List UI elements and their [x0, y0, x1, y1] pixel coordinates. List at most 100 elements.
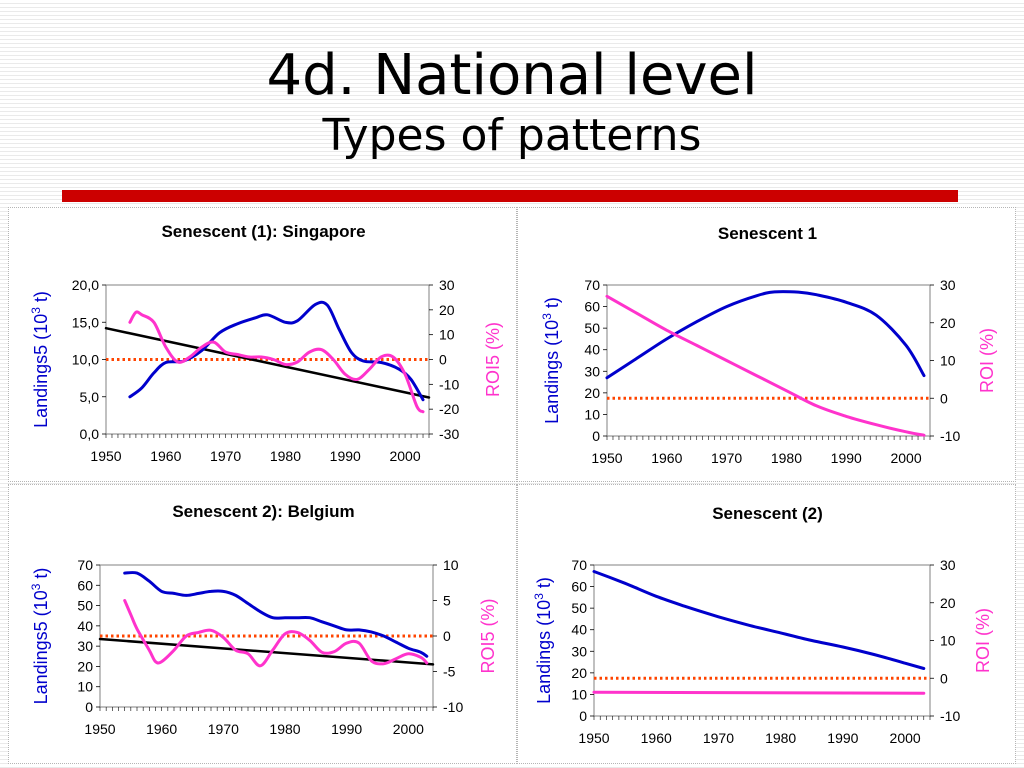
y-tick-label: 0: [579, 708, 587, 724]
series-line-trend: [104, 326, 431, 399]
x-tick-label: 1970: [711, 450, 742, 466]
x-tick-label: 1960: [641, 730, 672, 746]
x-tick-label: 2000: [890, 730, 921, 746]
x-tick-label: 1990: [827, 730, 858, 746]
y2-axis-label: ROI (%): [973, 608, 993, 673]
x-tick-label: 2000: [890, 450, 921, 466]
y-tick-label: 70: [584, 277, 600, 293]
y-tick-label: 5,0: [80, 389, 100, 405]
y2-tick-label: 0: [439, 352, 447, 368]
chart-panel-senescent-2: Senescent (2) 1950 1960 1970 1980 1990 2000 70 6…: [517, 484, 1016, 764]
y2-tick-label: 10: [443, 557, 459, 573]
chart-panel-belgium: Senescent 2): Belgium 1950 1960 1970 1980 199…: [8, 484, 517, 764]
y-tick-label: 10: [584, 406, 600, 422]
series-line-trend: [98, 637, 435, 666]
x-tick-label: 1980: [269, 721, 300, 737]
y2-tick-label: 0: [940, 390, 948, 406]
plot-area: [606, 284, 931, 437]
x-tick-label: 1960: [651, 450, 682, 466]
slide-title-block: 4d. National level Types of patterns: [0, 40, 1024, 160]
x-tick-label: 1980: [765, 730, 796, 746]
y2-tick-label: 30: [940, 557, 956, 573]
y-tick-label: 40: [571, 622, 587, 638]
y-tick-label: 15,0: [72, 314, 99, 330]
y2-tick-label: -10: [439, 376, 459, 392]
y2-tick-label: -20: [439, 401, 459, 417]
y-axis-label: Landings (103 t): [532, 577, 554, 704]
x-tick-label: 1980: [270, 448, 301, 464]
y-tick-label: 30: [77, 638, 93, 654]
y2-tick-label: 0: [940, 670, 948, 686]
y-tick-label: 20: [584, 385, 600, 401]
y-tick-label: 50: [584, 320, 600, 336]
y-tick-label: 0: [592, 428, 600, 444]
x-tick-label: 2000: [389, 448, 420, 464]
y-tick-label: 70: [571, 557, 587, 573]
chart-title: Senescent (2): [712, 504, 823, 523]
y2-axis-label: ROI5 (%): [483, 322, 503, 397]
y2-tick-label: -10: [940, 708, 960, 724]
y2-tick-label: 30: [940, 277, 956, 293]
y-tick-label: 30: [584, 363, 600, 379]
x-tick-label: 1950: [578, 730, 609, 746]
y2-axis-label: ROI (%): [977, 328, 997, 393]
y2-tick-label: -5: [443, 664, 456, 680]
series-line-roi: [592, 690, 926, 695]
chart-title: Senescent (1): Singapore: [161, 222, 365, 241]
y-tick-label: 20: [77, 658, 93, 674]
x-tick-label: 1950: [84, 721, 115, 737]
y2-tick-label: -10: [940, 428, 960, 444]
y2-tick-label: 0: [443, 628, 451, 644]
y-tick-label: 50: [571, 600, 587, 616]
y-tick-label: 50: [77, 598, 93, 614]
y2-tick-label: 20: [439, 302, 455, 318]
chart-svg-belgium: Senescent 2): Belgium 1950 1960 1970 1980 199…: [29, 502, 498, 737]
y-axis-label: Landings (103 t): [540, 297, 562, 424]
y2-tick-label: -10: [443, 699, 463, 715]
x-tick-label: 1970: [703, 730, 734, 746]
series-line-roi: [123, 599, 429, 668]
chart-title: Senescent 2): Belgium: [172, 502, 354, 521]
x-tick-label: 1990: [331, 721, 362, 737]
y-tick-label: 20,0: [72, 277, 99, 293]
y2-tick-label: 30: [439, 277, 455, 293]
title-accent-bar: [62, 190, 958, 202]
series-line-landings: [605, 290, 926, 380]
plot-area: [593, 564, 931, 717]
y-tick-label: 10: [77, 679, 93, 695]
y-tick-label: 40: [584, 342, 600, 358]
chart-panel-singapore: Senescent (1): Singapore 1950 1960 1970 1980…: [8, 207, 517, 482]
x-tick-label: 1970: [210, 448, 241, 464]
y-tick-label: 20: [571, 665, 587, 681]
y-tick-label: 60: [571, 579, 587, 595]
y2-axis-label: ROI5 (%): [478, 598, 498, 673]
chart-svg-singapore: Senescent (1): Singapore 1950 1960 1970 1980…: [29, 222, 503, 464]
y-tick-label: 10: [571, 686, 587, 702]
x-tick-label: 1960: [150, 448, 181, 464]
series-line-roi: [605, 294, 926, 437]
x-tick-label: 1970: [208, 721, 239, 737]
chart-svg-senescent-2: Senescent (2)1950 1960 1970 1980 1990 2000706…: [532, 504, 993, 746]
x-tick-label: 1980: [771, 450, 802, 466]
x-tick-label: 1990: [831, 450, 862, 466]
y2-tick-label: 5: [443, 593, 451, 609]
y-tick-label: 60: [77, 577, 93, 593]
y2-tick-label: 10: [940, 353, 956, 369]
chart-panel-senescent-1: Senescent 1 1950 1960 1970 1980 1990 2000 70 60 5…: [517, 207, 1016, 482]
y-tick-label: 40: [77, 618, 93, 634]
y-tick-label: 70: [77, 557, 93, 573]
y-tick-label: 60: [584, 299, 600, 315]
y-tick-label: 0: [85, 699, 93, 715]
y-tick-label: 10,0: [72, 352, 99, 368]
y2-tick-label: 10: [439, 327, 455, 343]
x-tick-label: 1960: [146, 721, 177, 737]
series-line-roi: [128, 310, 425, 414]
slide-title: 4d. National level: [266, 43, 758, 108]
series-line-landings: [592, 570, 926, 670]
series-line-landings: [123, 571, 429, 658]
x-tick-label: 1950: [90, 448, 121, 464]
y-tick-label: 30: [571, 643, 587, 659]
slide-subtitle: Types of patterns: [322, 110, 702, 161]
chart-title: Senescent 1: [718, 224, 817, 243]
